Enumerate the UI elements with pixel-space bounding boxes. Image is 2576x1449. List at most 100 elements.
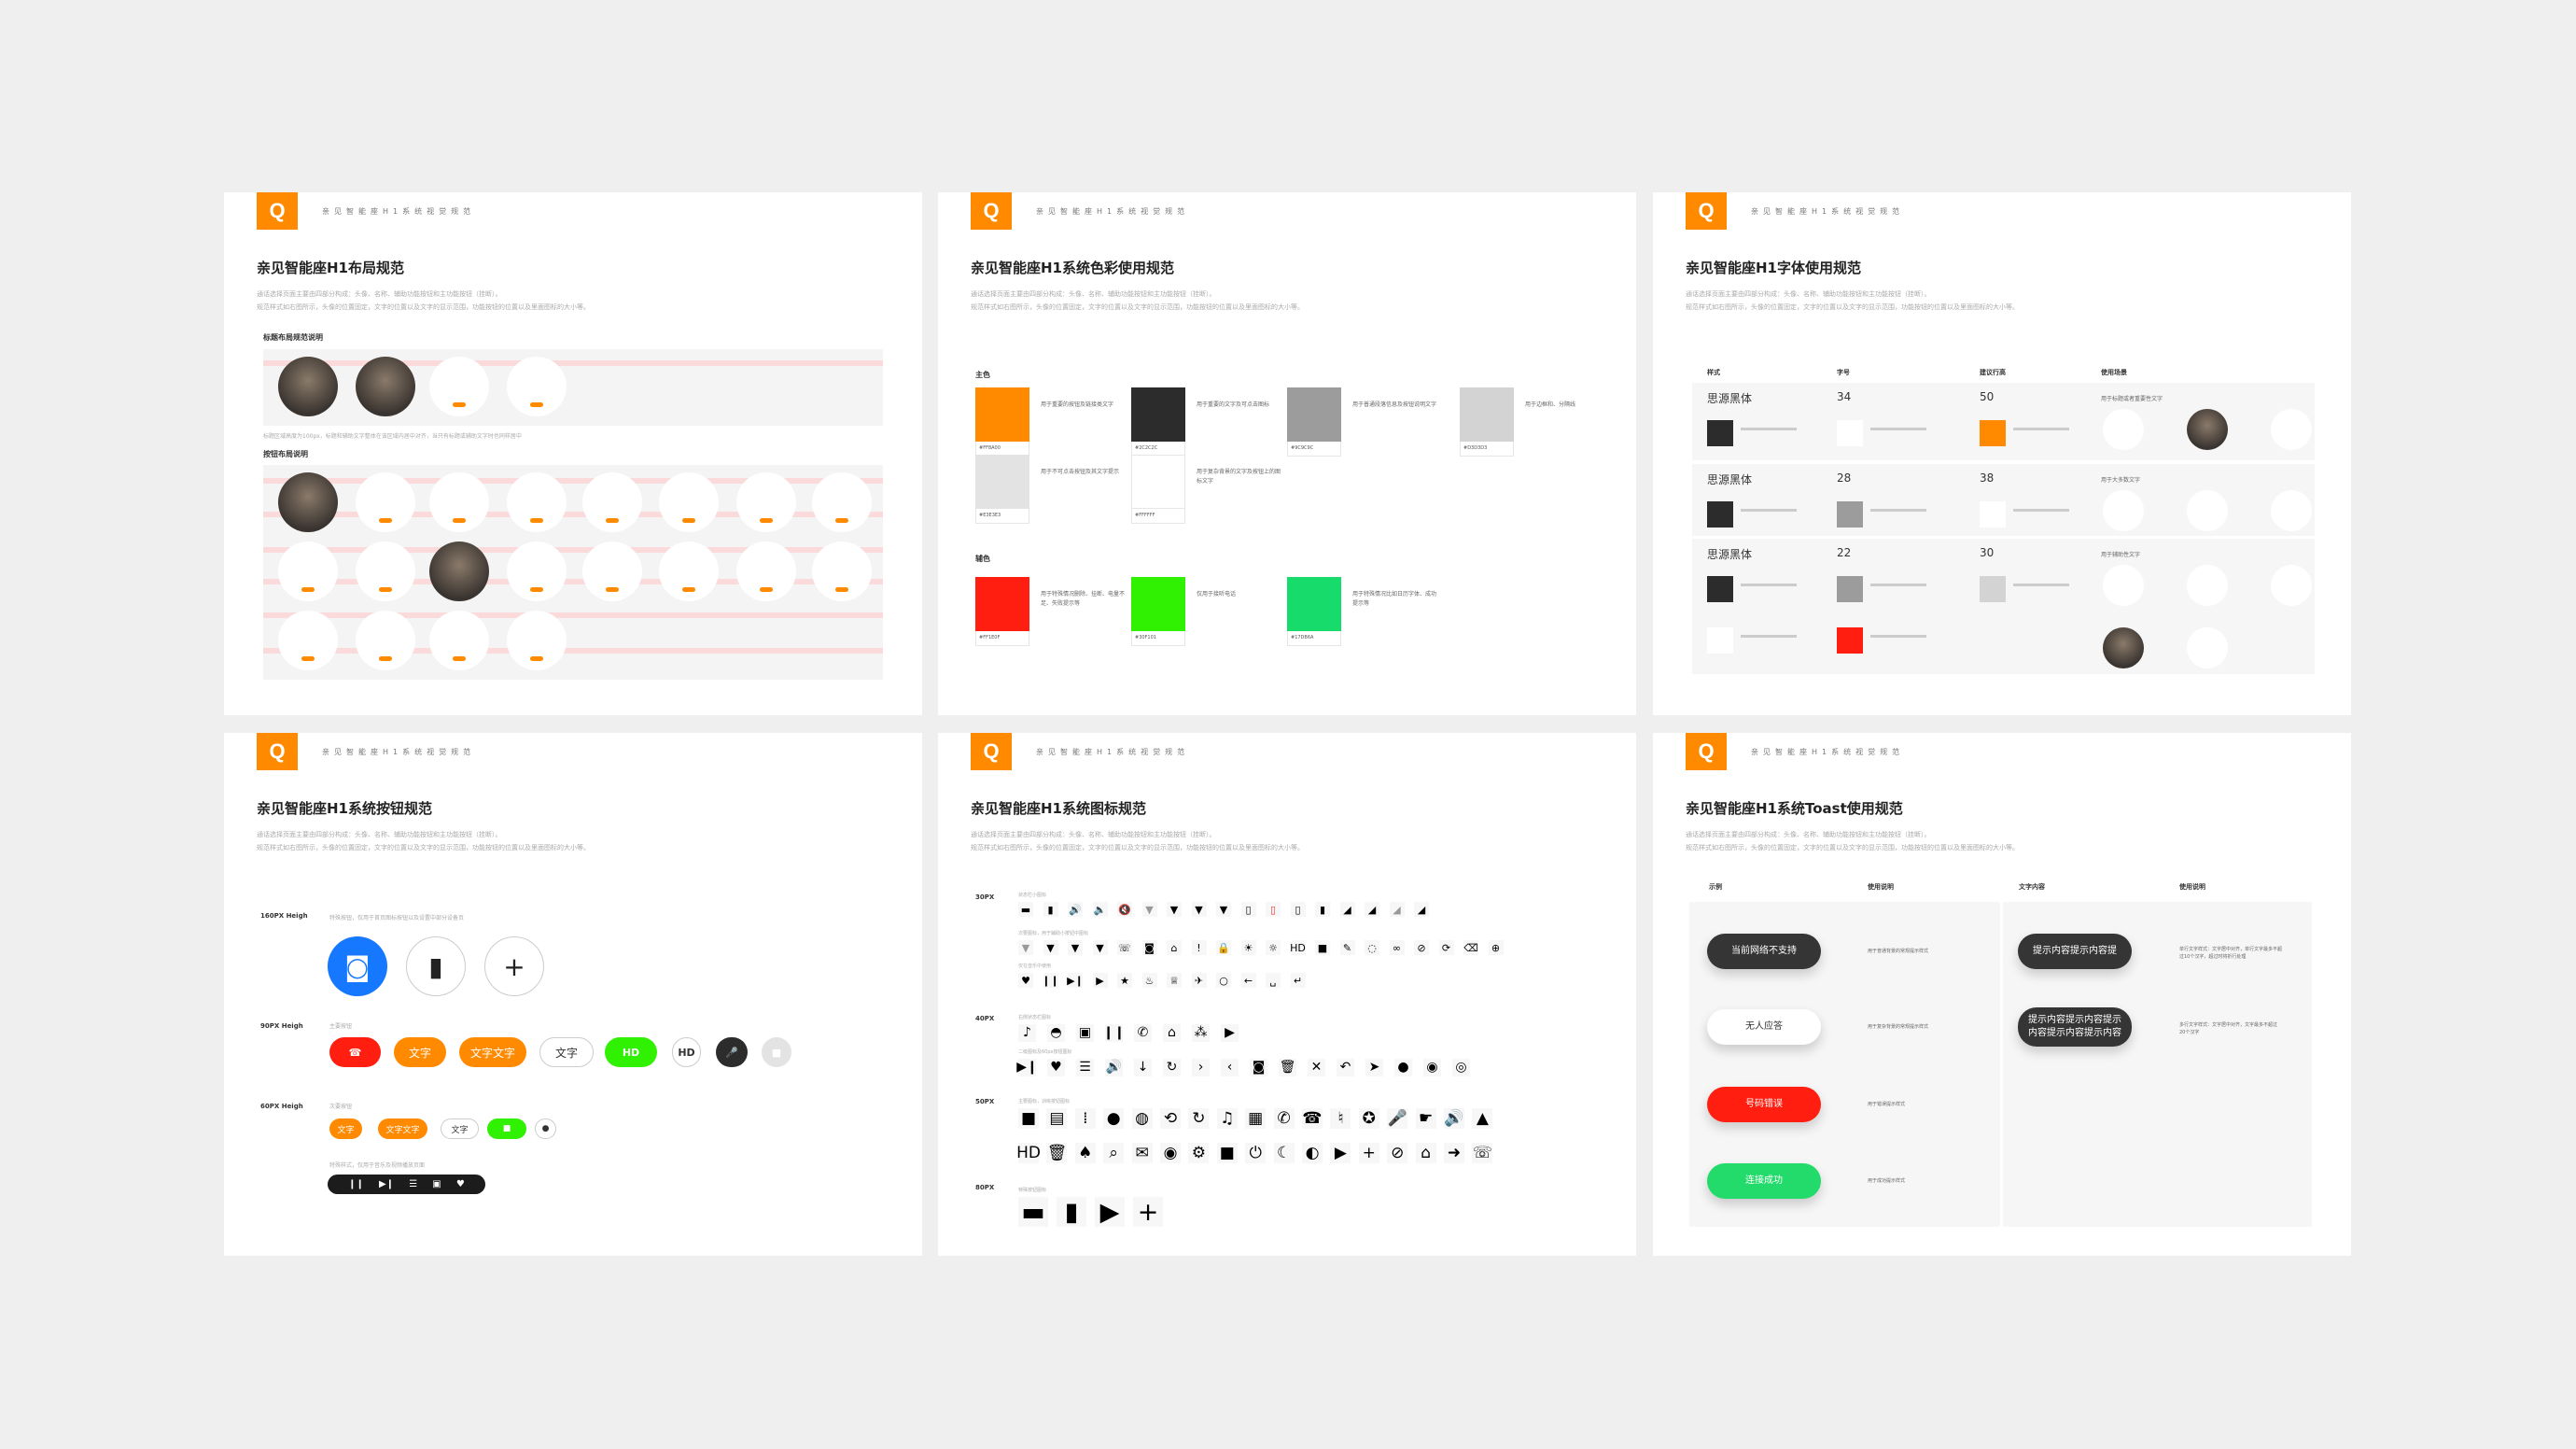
heart-icon[interactable]: ♥	[455, 1179, 465, 1189]
text-button[interactable]: 文字	[329, 1118, 362, 1139]
undo-icon: ↶	[1337, 1058, 1354, 1076]
microphone-button[interactable]: 🎤	[716, 1037, 748, 1067]
button-strip	[263, 465, 883, 680]
moon-icon: ☾	[1273, 1143, 1295, 1163]
font-row: 思源黑体 34 50 用于标题或者重要性文字	[1692, 383, 2315, 460]
usage-preview	[2103, 627, 2144, 668]
font-color-swatch	[1707, 627, 1733, 654]
text-button[interactable]: 文字文字	[378, 1118, 427, 1139]
pause-icon: ❙❙	[1042, 973, 1059, 988]
user-icon: ●	[1394, 1058, 1412, 1076]
swatch-color	[1131, 455, 1185, 509]
camera-button[interactable]: ◙	[328, 936, 387, 996]
note-line	[2013, 428, 2069, 430]
heart-icon: ♥	[1018, 973, 1033, 988]
arrow-left-icon: ←	[1240, 973, 1256, 988]
preview-circle	[659, 542, 719, 601]
call-message-icon: ✉	[1131, 1143, 1153, 1163]
screen-icon[interactable]: ▣	[432, 1179, 441, 1189]
swatch-usage: 用于不可点击按钮及其文字提示	[1041, 469, 1120, 475]
action-button	[301, 656, 315, 661]
arrow-right-icon: ➜	[1444, 1143, 1464, 1163]
note-line	[2013, 584, 2069, 586]
panel-icons: Q 亲见智能座H1系统视觉规范 亲见智能座H1系统图标规范 通话选择页面主要由四部分构…	[938, 733, 1636, 1256]
line-height: 38	[1980, 471, 1995, 485]
wifi-1-icon: ▼	[1141, 902, 1157, 917]
chevron-left-icon: ‹	[1221, 1058, 1239, 1076]
signal-4-icon: ◢	[1414, 902, 1429, 917]
hd-video-button[interactable]: HD	[672, 1037, 701, 1067]
font-style: 思源黑体	[1707, 392, 1753, 405]
brightness-high-icon: ☀	[1240, 940, 1256, 955]
guide-band	[263, 360, 883, 366]
video-icon: ■	[502, 1124, 511, 1133]
preview-circle	[278, 357, 338, 416]
phone-device-button[interactable]: ▮	[406, 936, 466, 996]
section-label: 按钮布局说明	[263, 450, 308, 458]
icon-row-desc: 仅在音乐中使用	[1018, 964, 1052, 969]
preview-circle	[507, 357, 567, 416]
swatch-color	[1460, 387, 1514, 442]
hangup-button[interactable]: ☎	[329, 1037, 381, 1067]
hd-video-button[interactable]: HD	[605, 1037, 657, 1067]
pause-icon[interactable]: ❙❙	[348, 1179, 364, 1189]
preview-circle	[659, 472, 719, 532]
usage-text: 用于大多数文字	[2101, 477, 2141, 484]
hd-video-icon: HD	[1290, 940, 1306, 955]
icon-row-desc: 次要图标，用于辅助小按钮中图标	[1018, 931, 1089, 936]
bed-icon: ▬	[1018, 902, 1033, 917]
text-button[interactable]: 文字	[539, 1037, 594, 1067]
plus-icon: +	[1358, 1143, 1379, 1163]
phone-ring-icon: ☏	[1472, 1143, 1493, 1163]
text-button[interactable]: 文字文字	[459, 1037, 526, 1067]
toast-text-example: 提示内容提示内容提示内容提示内容提示内容	[2018, 1007, 2132, 1047]
text-button[interactable]: 文字	[394, 1037, 446, 1067]
microphone-icon: 🎤	[1387, 1108, 1408, 1129]
primary-label: 主色	[975, 371, 990, 379]
column-header: 使用说明	[1868, 883, 1894, 891]
description-line: 规范样式如右图所示，头像的位置固定，文字的位置以及文字的显示范围，功能按钮的位置…	[971, 303, 1304, 311]
logo: Q	[1686, 733, 1727, 770]
header-text: 亲见智能座H1系统视觉规范	[1751, 207, 1905, 216]
action-button	[301, 587, 315, 592]
font-color-swatch	[1980, 420, 2006, 446]
swatch-usage: 用于重要的文字及可点击图标	[1197, 401, 1270, 408]
preview-circle	[507, 611, 567, 670]
preview-circle	[507, 542, 567, 601]
usage-preview	[2187, 409, 2228, 450]
eye-icon: ◉	[1160, 1143, 1181, 1163]
action-button	[530, 587, 543, 592]
wifi-1-icon: ▼	[1018, 940, 1033, 955]
ring-icon: ○	[1216, 973, 1231, 988]
toast-text-example: 提示内容提示内容提	[2018, 934, 2132, 969]
logo: Q	[1686, 192, 1727, 230]
page-title: 亲见智能座H1系统色彩使用规范	[971, 260, 1174, 276]
color-swatch: #2C2C2C	[1131, 387, 1185, 457]
volume-icon: 🔊	[1068, 902, 1083, 917]
description-line: 规范样式如右图所示，头像的位置固定，文字的位置以及文字的显示范围，功能按钮的位置…	[1686, 303, 2019, 311]
user-button[interactable]: ●	[535, 1118, 556, 1139]
camera-icon: ◙	[344, 950, 371, 982]
sync-icon: ⟲	[1160, 1108, 1181, 1129]
plus-button[interactable]: +	[484, 936, 544, 996]
next-icon[interactable]: ▶❙	[378, 1179, 395, 1189]
swatch-usage: 用于复杂背景的文字及按钮上的图标文字	[1197, 469, 1281, 485]
user-icon: ●	[541, 1124, 550, 1133]
video-button[interactable]: ■	[487, 1118, 526, 1139]
font-color-swatch	[1980, 576, 2006, 602]
volume-icon: 🔊	[1105, 1058, 1123, 1076]
chevron-right-icon: ›	[1192, 1058, 1210, 1076]
icon-size-label: 30PX	[975, 893, 995, 901]
mute-icon: 🔇	[1117, 902, 1132, 917]
swatch-usage: 用于特殊情况比如日历字体、成功提示等	[1352, 591, 1437, 607]
swatch-color	[975, 387, 1029, 442]
swatch-color	[975, 577, 1029, 631]
list-icon[interactable]: ☰	[409, 1179, 418, 1189]
player-desc: 特殊样式，仅用于音乐及视频播放页面	[329, 1162, 426, 1169]
video-button[interactable]: ■	[762, 1037, 791, 1067]
pointer-icon: ☛	[1415, 1108, 1436, 1129]
battery-low-icon: ▯	[1266, 902, 1281, 917]
screen-icon: ▣	[1076, 1023, 1094, 1042]
calendar-icon: ▦	[1245, 1108, 1267, 1129]
text-button[interactable]: 文字	[441, 1118, 479, 1139]
